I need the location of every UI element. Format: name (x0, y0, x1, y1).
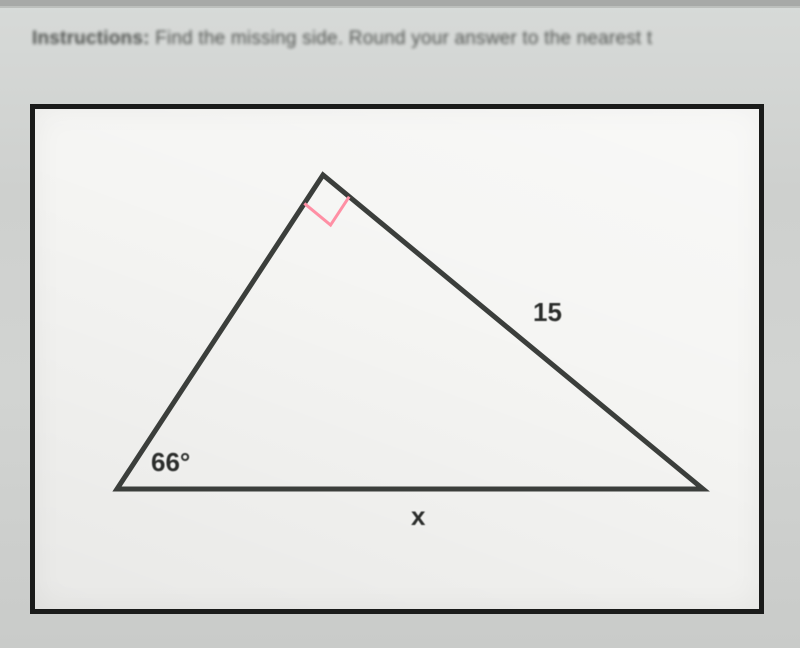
triangle-diagram (35, 109, 759, 609)
figure-canvas: 66° 15 x (35, 109, 759, 609)
figure-border: 66° 15 x (30, 104, 764, 614)
side-label-x: x (411, 501, 425, 532)
side-label-15: 15 (533, 297, 562, 328)
triangle-outline (117, 175, 703, 489)
angle-label-66: 66° (151, 447, 190, 478)
window-top-border (0, 0, 800, 8)
instructions-prefix: Instructions: (32, 28, 150, 49)
right-angle-marker (304, 197, 349, 225)
instructions-line: Instructions: Find the missing side. Rou… (32, 28, 652, 50)
instructions-text: Find the missing side. Round your answer… (150, 28, 653, 49)
